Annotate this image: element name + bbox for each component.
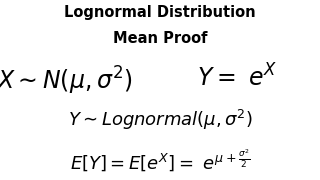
- Text: Mean Proof: Mean Proof: [113, 31, 207, 46]
- Text: $X \sim N(\mu, \sigma^2)$: $X \sim N(\mu, \sigma^2)$: [0, 65, 132, 97]
- Text: Lognormal Distribution: Lognormal Distribution: [64, 5, 256, 20]
- Text: $Y = \ e^{X}$: $Y = \ e^{X}$: [196, 65, 277, 92]
- Text: $E[Y] = E[e^{X}] = \ e^{\mu + \frac{\sigma^2}{2}}$: $E[Y] = E[e^{X}] = \ e^{\mu + \frac{\sig…: [70, 148, 250, 173]
- Text: $Y \sim Lognormal(\mu, \sigma^2)$: $Y \sim Lognormal(\mu, \sigma^2)$: [68, 108, 252, 132]
